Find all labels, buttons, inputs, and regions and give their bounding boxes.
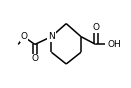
Text: O: O <box>92 23 99 32</box>
Text: OH: OH <box>108 40 121 49</box>
Text: O: O <box>31 54 38 63</box>
Text: N: N <box>48 32 55 41</box>
Text: O: O <box>20 32 27 41</box>
